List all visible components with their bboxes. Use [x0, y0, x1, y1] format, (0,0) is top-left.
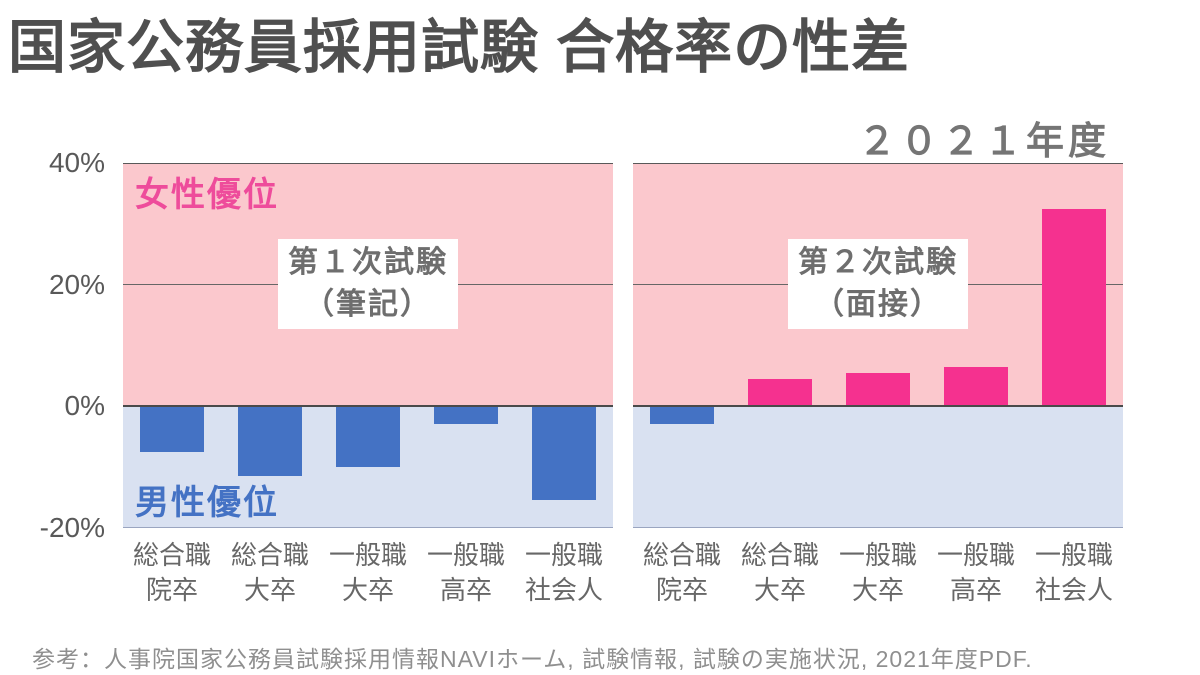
- page-title: 国家公務員採用試験 合格率の性差: [8, 15, 911, 80]
- category-label-cat4: 一般職 高卒: [936, 540, 1015, 605]
- first-exam-label: 第１次試験: [288, 246, 448, 279]
- bar-panel1-cat4: [434, 406, 498, 425]
- bar-panel2-cat4: [944, 366, 1008, 406]
- second-exam-label: 第２次試験: [798, 246, 958, 279]
- male-advantage-label: 男性優位: [135, 484, 279, 522]
- category-label-cat2: 総合職 大卒: [230, 540, 309, 605]
- y-tick-0: 0%: [64, 390, 105, 421]
- bars-first-exam: [123, 163, 613, 528]
- first-exam-label-box: 第１次試験 （筆記）: [278, 239, 458, 329]
- category-labels-first-exam: 総合職 院卒 総合職 大卒 一般職 大卒 一般職 高卒 一般職 社会人: [123, 538, 613, 608]
- bar-panel2-cat3: [846, 372, 910, 406]
- category-label-cat2: 総合職 大卒: [740, 540, 819, 605]
- panel-first-exam: 女性優位 男性優位 第１次試験 （筆記）: [123, 163, 613, 528]
- zero-baseline: [123, 405, 613, 407]
- source-note: 参考：人事院国家公務員試験採用情報NAVIホーム, 試験情報, 試験の実施状況,…: [32, 646, 1033, 672]
- category-label-cat3: 一般職 大卒: [328, 540, 407, 605]
- category-labels-second-exam: 総合職 院卒 総合職 大卒 一般職 大卒 一般職 高卒 一般職 社会人: [633, 538, 1123, 608]
- bar-panel2-cat2: [748, 378, 812, 406]
- male-advantage-region: [633, 406, 1123, 528]
- y-axis: 40% 20% 0% -20%: [0, 0, 105, 675]
- category-label-cat4: 一般職 高卒: [426, 540, 505, 605]
- y-tick-40: 40%: [48, 147, 105, 178]
- bar-panel2-cat1: [650, 406, 714, 425]
- year-label: ２０２１年度: [857, 121, 1110, 163]
- bars-second-exam: [633, 163, 1123, 528]
- first-exam-sublabel: （筆記）: [304, 288, 432, 321]
- second-exam-label-box: 第２次試験 （面接）: [788, 239, 968, 329]
- female-advantage-label: 女性優位: [135, 176, 279, 214]
- category-label-cat1: 総合職 院卒: [132, 540, 211, 605]
- category-label-cat5: 一般職 社会人: [1034, 540, 1113, 605]
- bar-panel1-cat5: [532, 406, 596, 501]
- category-label-cat1: 総合職 院卒: [642, 540, 721, 605]
- category-label-cat5: 一般職 社会人: [524, 540, 603, 605]
- y-tick-20: 20%: [48, 268, 105, 300]
- zero-baseline: [633, 405, 1123, 407]
- y-tick--20: -20%: [39, 511, 105, 543]
- bar-panel1-cat1: [140, 406, 204, 452]
- bar-panel1-cat3: [336, 406, 400, 467]
- second-exam-sublabel: （面接）: [814, 288, 942, 321]
- bar-panel2-cat5: [1042, 208, 1106, 406]
- panel-second-exam: 第２次試験 （面接）: [633, 163, 1123, 528]
- category-label-cat3: 一般職 大卒: [838, 540, 917, 605]
- bar-panel1-cat2: [238, 406, 302, 476]
